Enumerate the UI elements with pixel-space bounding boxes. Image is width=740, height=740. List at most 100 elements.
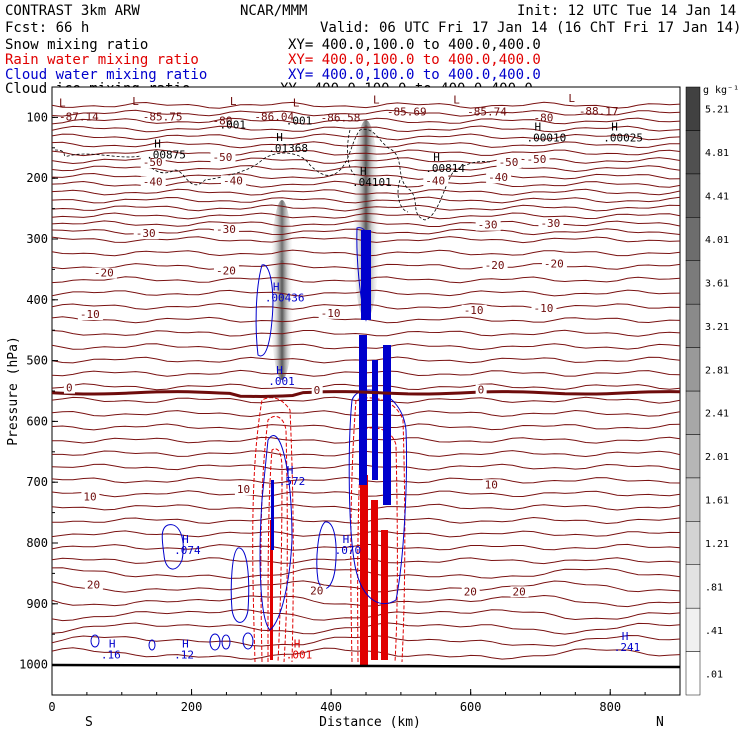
isotherm-line <box>52 101 680 109</box>
maximum-value-label: .16 <box>101 649 121 662</box>
isotherm-label-bg <box>84 579 103 591</box>
isotherm-line <box>52 188 680 196</box>
colorbar-swatch <box>685 651 701 696</box>
colorbar-swatch <box>685 86 701 131</box>
top-level-label: -88.17 <box>579 105 619 118</box>
colorbar-label: 3.21 <box>705 322 729 333</box>
rain-water-cores <box>270 475 388 665</box>
isotherm-label-bg <box>531 302 557 314</box>
isotherm-line <box>52 220 680 227</box>
maximum-value-label: .00010 <box>526 132 566 145</box>
snow-plume-west-core <box>274 260 290 380</box>
isotherm-label-bg <box>220 175 246 187</box>
isotherm-label: -10 <box>80 308 100 321</box>
isotherm-label-bg <box>213 265 239 277</box>
top-level-label: .001 <box>286 115 313 128</box>
rain-contour-west-outer <box>252 397 294 663</box>
isotherm-label: -50 <box>143 156 163 169</box>
colorbar-label: 3.61 <box>705 278 729 289</box>
isotherm-label-bg <box>318 307 344 319</box>
isotherm-label: 0 <box>66 382 73 395</box>
isotherm-line <box>52 125 680 133</box>
isotherm-line <box>52 196 680 204</box>
x-axis-north-label: N <box>656 715 664 730</box>
maximum-marker: H <box>622 630 629 643</box>
field-cloud-water-name: Cloud water mixing ratio <box>5 67 207 83</box>
isotherm-line <box>52 141 680 149</box>
isotherm-label: -40 <box>488 171 508 184</box>
isotherm-label-bg <box>541 258 567 270</box>
field-snow-name: Snow mixing ratio <box>5 37 148 53</box>
y-tick-label: 800 <box>26 536 48 550</box>
cloud-core-east-upper <box>361 230 371 320</box>
colorbar-label: 2.81 <box>705 365 729 376</box>
cloud-contour-small-2 <box>148 639 156 651</box>
maximum-marker: H <box>611 121 618 134</box>
maximum-marker: H <box>294 638 301 651</box>
x-axis: 0 200 400 600 800 <box>48 689 646 714</box>
colorbar-label: 1.61 <box>705 496 729 507</box>
y-tick-label: 400 <box>26 293 48 307</box>
header-forecast: Fcst: 66 h <box>5 20 89 36</box>
maximum-marker: H <box>273 281 280 294</box>
isotherm-label: -40 <box>223 174 243 187</box>
maximum-value-label: .04101 <box>352 176 392 189</box>
top-level-label: L <box>132 95 139 108</box>
top-level-labels: L L L L L L L-87.14 -85.75 -86.04 -86.58 -85.69 -85… <box>59 92 619 131</box>
maximum-marker: H <box>276 131 283 144</box>
top-level-label: L <box>230 95 237 108</box>
isotherm-label-bg <box>496 157 522 169</box>
maximum-value-label: .00814 <box>425 162 465 175</box>
cloud-ice-contour-east <box>397 179 409 213</box>
maxima-labels: H.00875H.01368H.04101H.00814H.00010H.000… <box>101 121 643 662</box>
isotherm-label-bg <box>91 267 117 279</box>
field-cloud-water-xy: XY= 400.0,100.0 to 400.0,400.0 <box>288 67 541 83</box>
rain-contour-east-mid <box>357 427 398 663</box>
isotherm-label-bg <box>461 586 480 598</box>
isotherm-label: -10 <box>533 302 553 315</box>
cloud-contour-west-upper <box>255 264 274 357</box>
header: CONTRAST 3km ARW NCAR/MMM Init: 12 UTC T… <box>5 3 740 97</box>
isotherm-label-bg <box>482 479 501 491</box>
isotherm-label-bg <box>81 491 100 503</box>
y-tick-label: 200 <box>26 171 48 185</box>
colorbar-swatch <box>685 173 701 218</box>
cloud-contour-low-west <box>230 547 250 623</box>
rain-core-west <box>270 520 273 660</box>
maximum-value-label: .572 <box>279 475 306 488</box>
header-init: Init: 12 UTC Tue 14 Jan 14 <box>517 3 736 19</box>
isotherm-label-bg <box>140 157 166 169</box>
colorbar-swatch <box>685 347 701 392</box>
isotherm-label-bg <box>213 223 239 235</box>
top-level-label: L <box>373 93 380 106</box>
colorbar-label: 1.21 <box>705 539 729 550</box>
isotherm-label-bg <box>210 152 236 164</box>
isotherm-line <box>52 212 680 220</box>
x-tick-label: 400 <box>320 700 342 714</box>
plot-area: -50 -50 -50 -50 -40 -40 -40 -40 -30 -30 -30 -30 -20 -… <box>52 92 680 669</box>
isotherm-label-bg <box>482 259 508 271</box>
rain-water-contours <box>252 397 406 663</box>
isotherm-label: 20 <box>464 585 477 598</box>
isotherm-label: 20 <box>513 585 526 598</box>
colorbar: g kg⁻¹ .01 .41 .81 1.21 1.61 2.01 2.41 2.81 3.21… <box>685 85 739 696</box>
colorbar-swatch <box>685 434 701 479</box>
maximum-marker: H <box>343 533 350 546</box>
x-tick-label: 600 <box>460 700 482 714</box>
isotherm-label: -30 <box>216 223 236 236</box>
isotherm-label-bg <box>140 176 166 188</box>
isotherm-label: -10 <box>321 307 341 320</box>
cloud-contour-074 <box>161 524 184 570</box>
colorbar-label: .01 <box>705 669 723 680</box>
maximum-marker: H <box>276 364 283 377</box>
rain-core-east-1 <box>360 475 368 665</box>
isotherm-label: -50 <box>212 151 232 164</box>
ground-line <box>52 663 680 669</box>
cloud-core-east-1 <box>359 335 367 485</box>
cloud-contour-small-4 <box>221 634 231 650</box>
colorbar-label: 2.01 <box>705 452 729 463</box>
isotherm-label-bg <box>63 382 75 394</box>
isotherm-label: -20 <box>216 264 236 277</box>
y-tick-label: 100 <box>26 110 48 124</box>
top-level-label: -86.58 <box>321 112 361 125</box>
